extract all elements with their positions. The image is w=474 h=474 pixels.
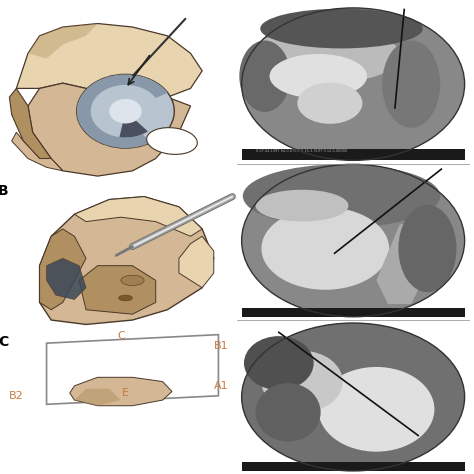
Ellipse shape (121, 275, 144, 285)
Bar (242, 308, 465, 317)
Circle shape (242, 323, 465, 471)
Circle shape (242, 323, 465, 471)
Ellipse shape (146, 128, 197, 155)
Polygon shape (179, 237, 214, 288)
Text: B1: B1 (214, 341, 228, 351)
Polygon shape (39, 197, 214, 325)
Ellipse shape (297, 82, 363, 124)
Polygon shape (28, 24, 98, 59)
Ellipse shape (382, 40, 440, 128)
Ellipse shape (255, 383, 320, 442)
Polygon shape (39, 229, 86, 310)
Bar (242, 462, 465, 471)
Polygon shape (28, 83, 191, 176)
Text: A1: A1 (214, 381, 228, 391)
Ellipse shape (319, 367, 434, 452)
Circle shape (242, 8, 465, 160)
Circle shape (242, 164, 465, 317)
Polygon shape (46, 258, 86, 300)
Ellipse shape (243, 164, 440, 228)
Polygon shape (376, 217, 446, 304)
Text: C: C (117, 331, 125, 341)
Polygon shape (16, 24, 202, 100)
Wedge shape (77, 74, 168, 148)
Ellipse shape (255, 190, 348, 221)
Ellipse shape (118, 295, 132, 301)
Ellipse shape (261, 351, 343, 412)
Circle shape (109, 99, 142, 124)
Circle shape (77, 74, 174, 148)
Text: C: C (0, 335, 8, 349)
Ellipse shape (261, 207, 389, 290)
Ellipse shape (260, 9, 423, 48)
Wedge shape (119, 111, 148, 137)
Text: B2: B2 (9, 391, 23, 401)
Ellipse shape (250, 28, 401, 83)
Polygon shape (12, 132, 63, 171)
Text: 0.07.04.1997 64.0-075.T 5.15.3.3197 0.12.0.00000: 0.07.04.1997 64.0-075.T 5.15.3.3197 0.12… (255, 149, 346, 154)
Ellipse shape (244, 336, 314, 390)
Bar (242, 149, 465, 160)
Ellipse shape (270, 54, 367, 99)
Polygon shape (9, 89, 51, 158)
Text: E: E (122, 388, 129, 398)
Ellipse shape (399, 205, 456, 292)
Polygon shape (74, 197, 202, 237)
Polygon shape (79, 265, 155, 314)
Polygon shape (74, 389, 121, 406)
Text: B: B (0, 184, 9, 198)
Ellipse shape (239, 40, 291, 112)
Polygon shape (70, 377, 172, 406)
